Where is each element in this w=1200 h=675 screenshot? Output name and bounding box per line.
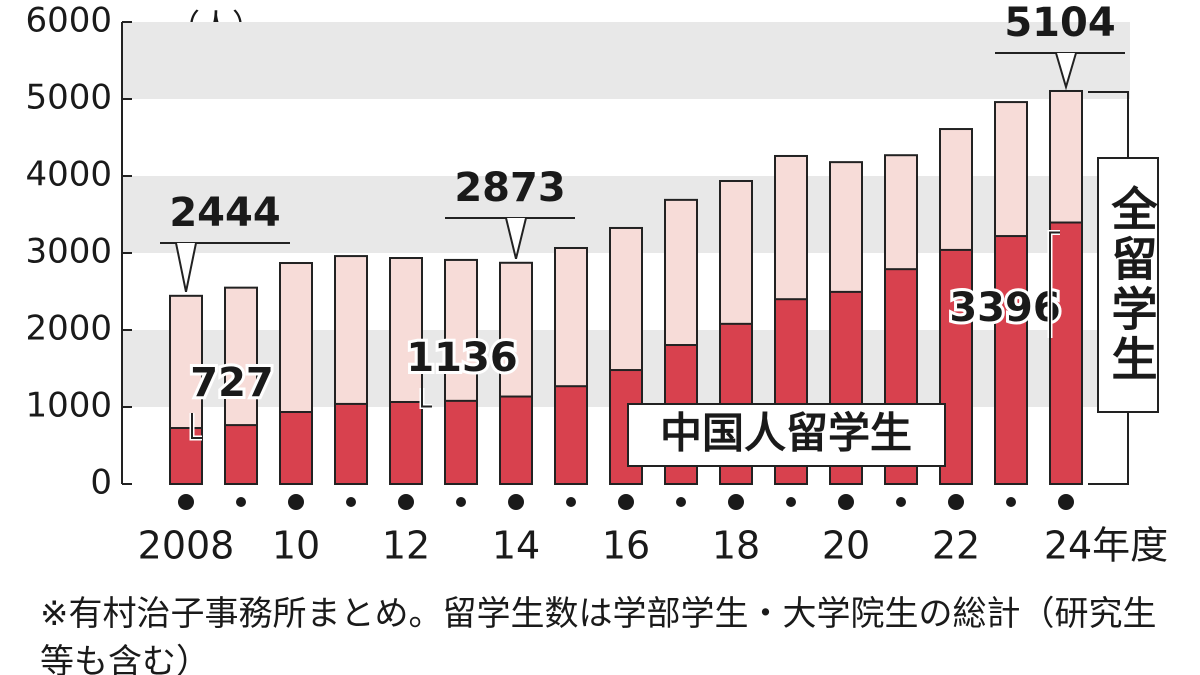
data-label: 2873 — [454, 165, 565, 211]
data-label: 727 — [190, 360, 274, 406]
data-label: 3396 — [949, 285, 1060, 331]
y-tick-label: 4000 — [25, 155, 112, 195]
bar — [389, 400, 423, 485]
x-dot — [618, 494, 634, 510]
bar — [554, 385, 588, 485]
bar — [279, 411, 313, 486]
x-dot — [346, 497, 356, 507]
x-tick-label: 18 — [712, 524, 760, 568]
y-tick-label: 6000 — [25, 1, 112, 41]
x-tick-label: 20 — [822, 524, 870, 568]
bar — [499, 395, 533, 486]
x-tick-label: 16 — [602, 524, 650, 568]
x-dot — [288, 494, 304, 510]
y-tick-label: 3000 — [25, 232, 112, 272]
x-tick-label: 14 — [492, 524, 540, 568]
data-label: 2444 — [169, 190, 280, 236]
x-dot — [948, 494, 964, 510]
note-box: ※有村治子事務所まとめ。留学生数は学部学生・大学院生の総計（研究生等も含む） — [40, 594, 1157, 675]
data-label: 5104 — [1004, 0, 1115, 46]
x-dot — [896, 497, 906, 507]
y-tick-label: 0 — [90, 463, 112, 503]
bar — [334, 402, 368, 486]
x-tick-label: 22 — [932, 524, 980, 568]
callout — [421, 388, 432, 408]
callout — [1055, 52, 1077, 91]
legend-box — [1097, 157, 1159, 413]
y-tick-label: 5000 — [25, 78, 112, 118]
grid-band — [122, 22, 1130, 99]
x-tick-label: 12 — [382, 524, 430, 568]
x-dot — [398, 494, 414, 510]
bar — [994, 235, 1028, 485]
x-dot — [1006, 497, 1016, 507]
bar — [1049, 221, 1083, 485]
data-label: 1136 — [406, 335, 517, 381]
callout — [505, 217, 527, 260]
callout — [1049, 231, 1060, 338]
callout — [175, 242, 197, 293]
legend-box — [627, 403, 946, 467]
x-tick-label: 10 — [272, 524, 320, 568]
x-dot — [456, 497, 466, 507]
y-tick-label: 2000 — [25, 309, 112, 349]
x-dot — [676, 497, 686, 507]
x-dot — [1058, 494, 1074, 510]
x-dot — [728, 494, 744, 510]
note: ※有村治子事務所まとめ。留学生数は学部学生・大学院生の総計（研究生等も含む） — [40, 594, 1157, 675]
x-dot — [566, 497, 576, 507]
callout — [191, 413, 202, 440]
bar — [224, 424, 258, 485]
legend-label: 全留学生 — [1105, 184, 1159, 385]
x-tick-label: 24年度 — [1044, 524, 1168, 568]
y-tick-label: 1000 — [25, 386, 112, 426]
legend-label: 中国人留学生 — [660, 409, 912, 458]
bar — [444, 399, 478, 485]
x-dot — [508, 494, 524, 510]
x-dot — [236, 497, 246, 507]
x-dot — [786, 497, 796, 507]
x-dot — [178, 494, 194, 510]
x-tick-label: 2008 — [138, 524, 235, 568]
x-dot — [838, 494, 854, 510]
